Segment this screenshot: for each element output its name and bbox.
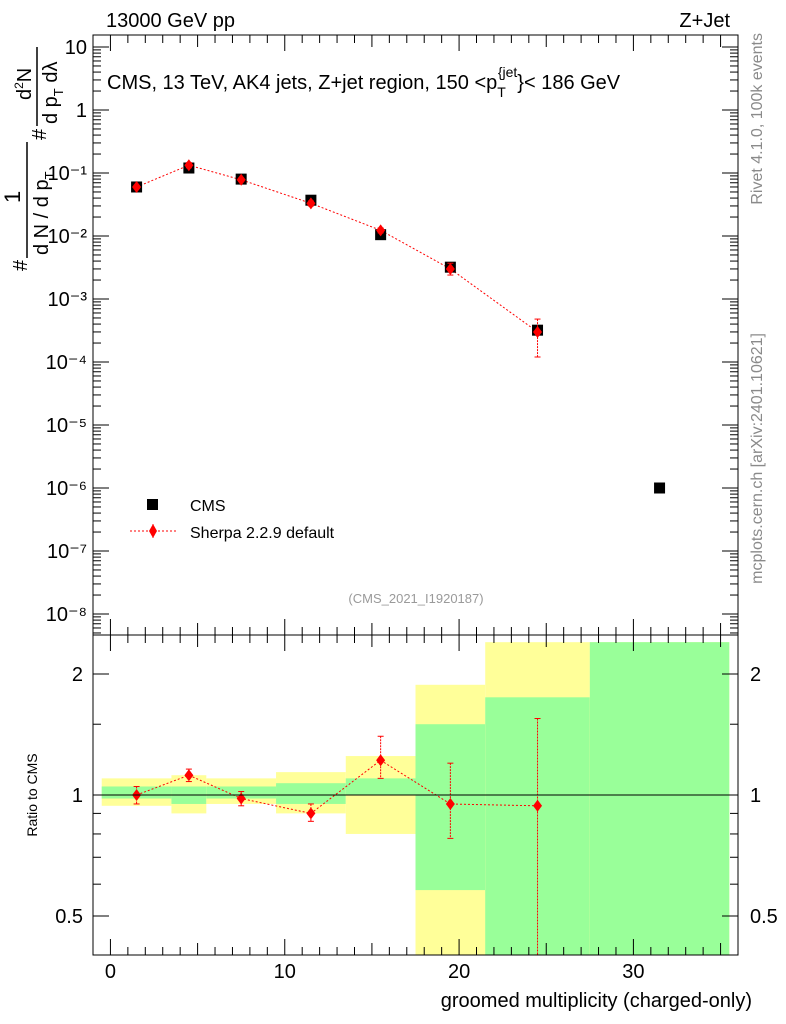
ylabel-hash-2: #: [29, 128, 51, 140]
ratio-y-tick-label-right: 2: [750, 664, 761, 686]
ylabel-den2-rest: dλ: [40, 62, 62, 89]
ylabel-num-text: d: [14, 89, 36, 100]
ylabel-one: 1: [0, 191, 25, 203]
legend: CMS Sherpa 2.2.9 default: [130, 498, 335, 542]
ratio-data-marks: [132, 717, 543, 956]
sherpa-point: [445, 262, 455, 275]
green-band-bin: [276, 783, 346, 804]
header-left-label: 13000 GeV pp: [106, 10, 235, 32]
plot-title-suffix: }< 186 GeV: [517, 72, 621, 94]
ylabel-den2-text: d p: [40, 96, 62, 124]
x-axis-label: groomed multiplicity (charged-only): [441, 990, 752, 1012]
main-y-tick-label: 1: [76, 100, 87, 122]
ylabel-den: d N / d pT: [31, 171, 57, 255]
main-axes: 10⁻⁸ 10⁻⁷ 10⁻⁶ 10⁻⁵ 10⁻⁴ 10⁻³ 10⁻² 10⁻¹ 1 10: [46, 35, 738, 635]
green-band-bin: [485, 697, 590, 955]
ratio-y-tick-label-left: 2: [72, 664, 83, 686]
ylabel-den-sub: T: [42, 171, 57, 179]
ylabel-den2: d pT dλ: [40, 62, 66, 124]
ratio-y-tick-label-left: 0.5: [55, 906, 83, 928]
main-y-axis-label: # 1 d N / d pT # d2N d pT dλ: [0, 47, 66, 271]
ylabel-hash: #: [10, 259, 32, 271]
sherpa-point: [184, 159, 194, 172]
main-y-tick-label: 10⁻¹: [48, 163, 88, 185]
main-y-tick-label: 10⁻⁷: [47, 541, 87, 563]
mcplots-label: mcplots.cern.ch [arXiv:2401.10621]: [749, 333, 766, 584]
main-y-tick-label: 10: [65, 37, 87, 59]
main-y-tick-label: 10⁻⁴: [46, 352, 87, 374]
ratio-panel: 0.5 0.51 12 20 10 20 30 Ratio to CMS groomed m…: [24, 634, 778, 1012]
ratio-axes: 0.5 0.51 12 20 10 20 30: [55, 635, 778, 983]
sherpa-point: [236, 173, 246, 186]
ylabel-num: d2N: [12, 68, 36, 100]
header-right-label: Z+Jet: [679, 10, 730, 32]
plot-title-prefix: CMS, 13 TeV, AK4 jets, Z+jet region, 150…: [107, 72, 497, 94]
ylabel-num-rest: N: [14, 68, 36, 82]
sherpa-line: [136, 164, 538, 333]
sherpa-point: [376, 224, 386, 237]
sherpa-point: [533, 325, 543, 338]
ratio-uncertainty-bands: [101, 642, 730, 955]
legend-label-sherpa: Sherpa 2.2.9 default: [190, 525, 335, 542]
ratio-sherpa-point: [184, 769, 194, 782]
ylabel-num-sup: 2: [12, 82, 26, 89]
ratio-sherpa-point: [533, 799, 543, 812]
main-data-marks: [131, 159, 666, 494]
main-y-tick-label: 10⁻³: [48, 289, 88, 311]
green-band-bin: [589, 642, 730, 955]
ratio-y-tick-label-right: 0.5: [750, 906, 778, 928]
ylabel-den-text: d N / d p: [31, 179, 53, 255]
ratio-y-axis-label: Ratio to CMS: [24, 753, 40, 836]
main-y-tick-label: 10⁻²: [48, 226, 88, 248]
ratio-sherpa-point: [236, 792, 246, 805]
ratio-sherpa-point: [445, 797, 455, 810]
x-tick-label: 20: [448, 961, 470, 983]
ratio-y-tick-label-left: 1: [72, 785, 83, 807]
plot-title-sup: {jet: [498, 64, 518, 80]
plot-title: CMS, 13 TeV, AK4 jets, Z+jet region, 150…: [107, 64, 621, 100]
rivet-version-label: Rivet 4.1.0, 100k events: [749, 33, 766, 205]
sherpa-point: [132, 180, 142, 193]
ratio-y-tick-label-right: 1: [750, 785, 761, 807]
main-panel: 10⁻⁸ 10⁻⁷ 10⁻⁶ 10⁻⁵ 10⁻⁴ 10⁻³ 10⁻² 10⁻¹ 1 10 CMS,…: [0, 34, 739, 636]
legend-label-cms: CMS: [190, 498, 226, 515]
x-tick-label: 30: [622, 961, 644, 983]
plot-title-sub: T: [497, 84, 506, 100]
x-tick-label: 10: [274, 961, 296, 983]
legend-marker-cms: [147, 499, 158, 510]
legend-marker-sherpa: [149, 524, 157, 538]
yellow-band-bin: [415, 890, 486, 955]
ratio-sherpa-point: [376, 754, 386, 767]
cms-point: [654, 482, 666, 494]
sherpa-point: [306, 197, 316, 210]
main-y-tick-label: 10⁻⁸: [46, 604, 87, 626]
x-tick-label: 0: [105, 961, 116, 983]
ylabel-den2-sub: T: [51, 88, 66, 96]
ratio-sherpa-point: [306, 807, 316, 820]
main-frame: [92, 34, 739, 636]
main-y-tick-label: 10⁻⁵: [46, 415, 87, 437]
main-y-tick-label: 10⁻⁶: [46, 478, 87, 500]
analysis-watermark: (CMS_2021_I1920187): [348, 591, 483, 606]
green-band-bin: [345, 778, 416, 795]
